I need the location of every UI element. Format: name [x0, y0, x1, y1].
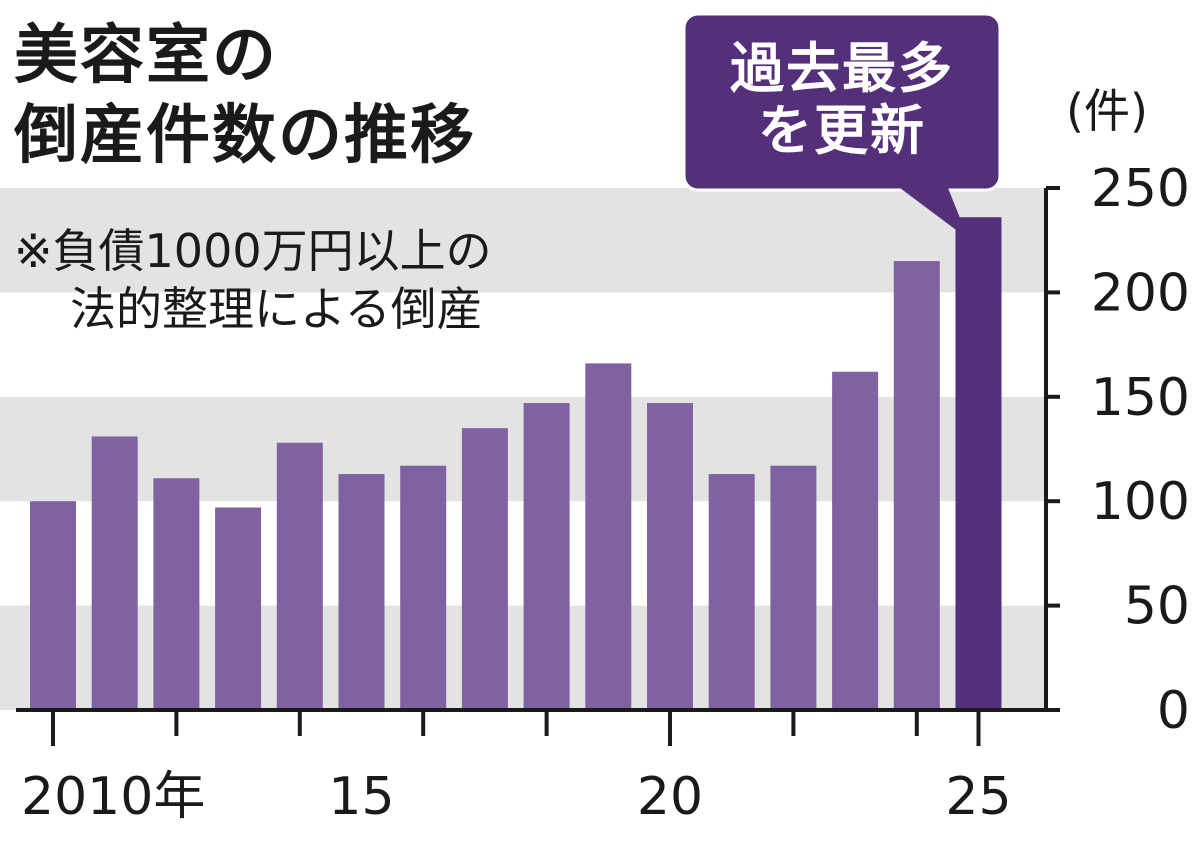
callout-pointer: [900, 188, 969, 240]
grid-band-200-250: [0, 188, 1046, 293]
bar-2021: [708, 474, 755, 710]
x-tick-label-2025: 25: [945, 767, 1011, 827]
bar-2011: [91, 436, 138, 710]
y-tick-label-150: 150: [1091, 368, 1190, 428]
bar-2016: [400, 465, 447, 710]
bar-2019: [585, 363, 632, 710]
callout-line-2: を更新: [758, 99, 926, 162]
bar-2022: [770, 465, 817, 710]
y-tick-label-200: 200: [1091, 263, 1190, 323]
bar-2013: [215, 507, 262, 710]
bar-2020: [647, 403, 693, 710]
callout-text: 過去最多 を更新: [684, 38, 1000, 162]
note-line-2: 法的整理による倒産: [70, 282, 483, 336]
bar-2017: [461, 428, 508, 710]
callout-line-1: 過去最多: [730, 37, 954, 100]
bar-2014: [276, 442, 323, 710]
bar-2015: [338, 474, 385, 710]
bar-2023: [832, 371, 879, 710]
bar-2018: [523, 403, 570, 710]
callout-bubble: [682, 12, 1002, 192]
bar-2010: [30, 501, 76, 710]
y-tick-label-50: 50: [1124, 577, 1190, 637]
x-tick-label-2020: 20: [637, 767, 703, 827]
y-tick-label-0: 0: [1157, 681, 1190, 741]
bar-2012: [153, 478, 200, 710]
y-axis-unit-label: (件): [1066, 84, 1148, 138]
bar-2025: [955, 217, 1002, 710]
x-tick-label-2010: 2010年: [21, 767, 205, 827]
chart-title-line-2: 倒産件数の推移: [14, 99, 476, 173]
x-tick-label-2015: 15: [328, 767, 394, 827]
y-tick-label-250: 250: [1091, 159, 1190, 219]
y-tick-label-100: 100: [1091, 472, 1190, 532]
bar-2024: [893, 261, 940, 710]
note-line-1: ※負債1000万円以上の: [14, 224, 492, 278]
record-high-callout: 過去最多 を更新: [684, 14, 1000, 190]
chart-title-line-1: 美容室の: [14, 19, 278, 93]
